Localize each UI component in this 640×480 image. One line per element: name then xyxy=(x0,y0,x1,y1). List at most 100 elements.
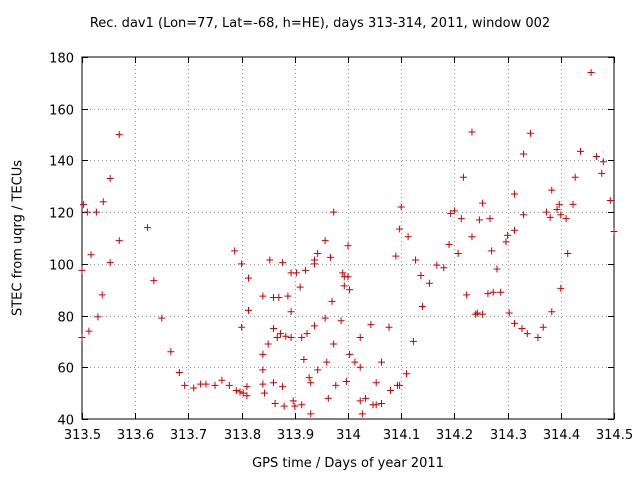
data-point xyxy=(475,216,483,224)
data-point xyxy=(323,358,331,366)
data-point xyxy=(211,381,219,389)
data-point xyxy=(346,286,354,294)
data-point xyxy=(418,303,426,311)
data-point xyxy=(497,288,505,296)
data-point xyxy=(346,350,354,358)
data-point xyxy=(367,321,375,329)
data-point xyxy=(326,253,334,261)
data-point xyxy=(298,334,306,342)
data-point xyxy=(599,158,607,166)
data-point xyxy=(344,242,352,250)
data-point xyxy=(606,197,614,205)
data-point xyxy=(562,215,570,223)
data-point xyxy=(83,208,91,216)
data-point xyxy=(238,323,246,331)
data-point xyxy=(557,211,565,219)
data-point xyxy=(356,397,364,405)
data-point xyxy=(396,225,404,233)
data-point xyxy=(259,350,267,358)
data-point xyxy=(99,198,107,206)
data-point xyxy=(557,284,565,292)
data-point xyxy=(245,274,253,282)
x-tick-label: 314.5 xyxy=(596,428,633,443)
y-tick-label: 60 xyxy=(57,362,74,377)
y-tick-label: 140 xyxy=(49,155,74,170)
x-tick-label: 314.1 xyxy=(383,428,420,443)
data-point xyxy=(259,380,267,388)
data-point xyxy=(484,290,492,298)
data-point xyxy=(520,150,528,158)
data-point xyxy=(238,260,246,268)
y-tick-label: 80 xyxy=(57,311,74,326)
data-point xyxy=(98,291,106,299)
data-point xyxy=(454,250,462,258)
data-point xyxy=(433,261,441,269)
data-point xyxy=(372,401,380,409)
x-tick-label: 314.3 xyxy=(490,428,527,443)
data-point xyxy=(534,334,542,342)
data-point xyxy=(489,288,497,296)
data-point xyxy=(264,340,272,348)
data-point xyxy=(548,186,556,194)
data-point xyxy=(520,211,528,219)
data-point xyxy=(328,297,336,305)
data-point xyxy=(511,226,519,234)
data-point xyxy=(236,388,244,396)
data-point xyxy=(190,384,198,392)
data-point xyxy=(303,330,311,338)
data-point xyxy=(314,366,322,374)
y-tick-label: 120 xyxy=(49,207,74,222)
data-point xyxy=(356,363,364,371)
data-point xyxy=(342,378,350,386)
data-point xyxy=(287,334,295,342)
data-point xyxy=(232,387,240,395)
data-point xyxy=(564,250,572,258)
data-point xyxy=(505,309,513,317)
data-point xyxy=(387,387,395,395)
data-point xyxy=(378,399,386,407)
data-point xyxy=(115,131,123,139)
data-point xyxy=(143,224,151,232)
grid xyxy=(82,57,614,419)
data-point xyxy=(94,313,102,321)
data-point xyxy=(225,381,233,389)
data-point xyxy=(275,293,283,301)
data-point xyxy=(271,399,279,407)
data-point xyxy=(473,309,481,317)
data-point xyxy=(511,319,519,327)
data-point xyxy=(472,310,480,318)
data-point xyxy=(321,314,329,322)
data-point xyxy=(396,381,404,389)
x-tick-label: 314 xyxy=(336,428,361,443)
data-point xyxy=(392,252,400,260)
data-point xyxy=(344,273,352,281)
data-point xyxy=(378,358,386,366)
data-point xyxy=(167,348,175,356)
data-point xyxy=(523,330,531,338)
data-point xyxy=(479,310,487,318)
data-point xyxy=(324,394,332,402)
data-point xyxy=(546,213,554,221)
data-point xyxy=(106,175,114,183)
data-point xyxy=(486,215,494,223)
data-point xyxy=(181,381,189,389)
data-point xyxy=(548,308,556,316)
data-point xyxy=(307,379,315,387)
data-point xyxy=(468,233,476,241)
data-point xyxy=(372,379,380,387)
x-tick-label: 313.8 xyxy=(224,428,261,443)
data-point xyxy=(298,401,306,409)
data-point xyxy=(310,322,318,330)
data-point xyxy=(202,380,210,388)
data-point xyxy=(479,199,487,207)
data-point xyxy=(106,259,114,267)
data-point xyxy=(445,240,453,248)
data-point xyxy=(511,190,519,198)
data-point xyxy=(78,266,86,274)
data-point xyxy=(425,279,433,287)
data-point xyxy=(385,323,393,331)
x-tick-label: 313.7 xyxy=(170,428,207,443)
data-point xyxy=(92,208,100,216)
data-point xyxy=(610,228,618,236)
data-point xyxy=(592,153,600,161)
